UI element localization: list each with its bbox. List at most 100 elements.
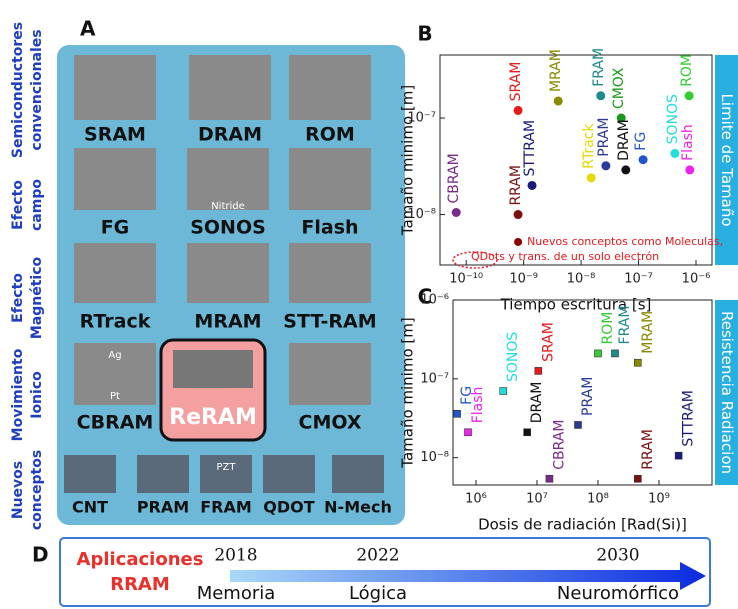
device-label: CMOX (299, 412, 362, 434)
device-label: FG (101, 217, 130, 239)
x-tick-label: 10⁻¹⁰ (449, 272, 483, 287)
row-label: Movimiento (10, 348, 26, 441)
point (611, 350, 618, 357)
device-label: ROM (305, 124, 355, 146)
row-label: Efecto (10, 180, 26, 230)
row-label: Nuevos (10, 461, 26, 519)
point-label: SRAM (540, 322, 556, 362)
row-label: convencionales (29, 29, 45, 150)
row-label: Efecto (10, 273, 26, 323)
device-image (74, 243, 156, 303)
x-tick-label: 10⁹ (648, 492, 670, 507)
point-label: MRAM (548, 49, 564, 92)
image-note: Nitride (211, 201, 245, 212)
x-tick-label: 10⁻⁹ (509, 272, 538, 287)
y-tick-label: 10⁻⁸ (407, 207, 436, 222)
point-label: Flash (470, 387, 486, 424)
point (514, 210, 523, 219)
y-tick-label: 10⁻⁷ (407, 111, 436, 126)
point-label: SRAM (508, 62, 524, 102)
device-label: FRAM (200, 498, 252, 517)
device-label: STT-RAM (283, 311, 376, 333)
device-label: CBRAM (77, 412, 154, 434)
image-note: Ag (108, 350, 121, 361)
x-tick-label: 10⁷ (526, 492, 548, 507)
device-label: QDOT (263, 498, 314, 517)
point-label: ROM (600, 312, 616, 345)
y-axis-label: Tamaño minimo [m] (399, 317, 417, 468)
point (670, 149, 679, 158)
side-label: Limite de Tamaño (718, 93, 736, 226)
point (528, 181, 537, 190)
device-label: SRAM (84, 124, 146, 146)
x-tick-label: 10⁸ (587, 492, 609, 507)
point (675, 452, 682, 459)
annotation-text: QDots y trans. de un solo electrón (471, 250, 659, 263)
milestone-label: Neuromórfico (557, 583, 679, 604)
panel-label: B (417, 22, 432, 46)
point (685, 91, 694, 100)
device-label: ReRAM (169, 405, 257, 430)
device-label: MRAM (194, 311, 261, 333)
point (634, 359, 641, 366)
point (685, 165, 694, 174)
device-image (74, 55, 156, 120)
milestone-label: Memoria (197, 583, 276, 604)
point (554, 97, 563, 106)
point-label: STTRAM (681, 390, 697, 447)
point (587, 173, 596, 182)
device-image (74, 148, 156, 210)
row-label: Ionico (29, 371, 45, 419)
point (546, 475, 553, 482)
point (454, 410, 461, 417)
device-label: Flash (301, 217, 358, 239)
point (500, 388, 507, 395)
point (574, 421, 581, 428)
row-label: campo (29, 179, 45, 231)
y-tick-label: 10⁻⁷ (420, 371, 449, 386)
panel-label: A (80, 17, 96, 41)
row-label: conceptos (29, 450, 45, 530)
point-label: PRAM (596, 118, 612, 157)
device-image (187, 243, 269, 303)
timeline-title: Aplicaciones (77, 549, 204, 570)
point-label: CMOX (611, 67, 627, 109)
point-label: DRAM (529, 382, 545, 424)
point-label: PRAM (580, 377, 596, 416)
point (524, 429, 531, 436)
milestone-year: 2030 (596, 546, 639, 566)
device-image (200, 455, 252, 493)
y-tick-label: 10⁻⁸ (420, 450, 449, 465)
point-label: RTrack (581, 123, 597, 169)
image-note: PZT (217, 462, 237, 473)
device-image (173, 350, 253, 388)
device-image (189, 55, 271, 120)
x-tick-label: 10⁻⁷ (624, 272, 653, 287)
point (596, 91, 605, 100)
device-image (332, 455, 384, 493)
milestone-year: 2022 (356, 546, 399, 566)
point-label: CBRAM (551, 420, 567, 470)
annotation-text: Nuevos conceptos como Moleculas, (527, 235, 723, 248)
figure: A D SemiconductoresconvencionalesEfectoc… (0, 0, 738, 609)
device-image (137, 455, 189, 493)
point-label: CBRAM (446, 153, 462, 203)
device-image (289, 343, 371, 405)
point-label: DRAM (616, 119, 632, 161)
point-label: FRAM (591, 48, 607, 87)
device-label: RTrack (80, 311, 151, 333)
point-label: Flash (680, 124, 696, 161)
point (535, 367, 542, 374)
y-tick-label: 10⁻⁶ (420, 293, 449, 308)
point (594, 350, 601, 357)
x-tick-label: 10⁻⁶ (682, 272, 711, 287)
device-label: N-Mech (324, 498, 392, 517)
point-label: MRAM (640, 311, 656, 354)
point (639, 155, 648, 164)
point (601, 161, 610, 170)
point-label: SONOS (505, 332, 521, 382)
point-label: RRAM (508, 165, 524, 206)
x-tick-label: 10⁻⁸ (567, 272, 596, 287)
annotation-point (514, 238, 522, 246)
x-axis-label: Dosis de radiación [Rad(Si)] (478, 516, 687, 534)
